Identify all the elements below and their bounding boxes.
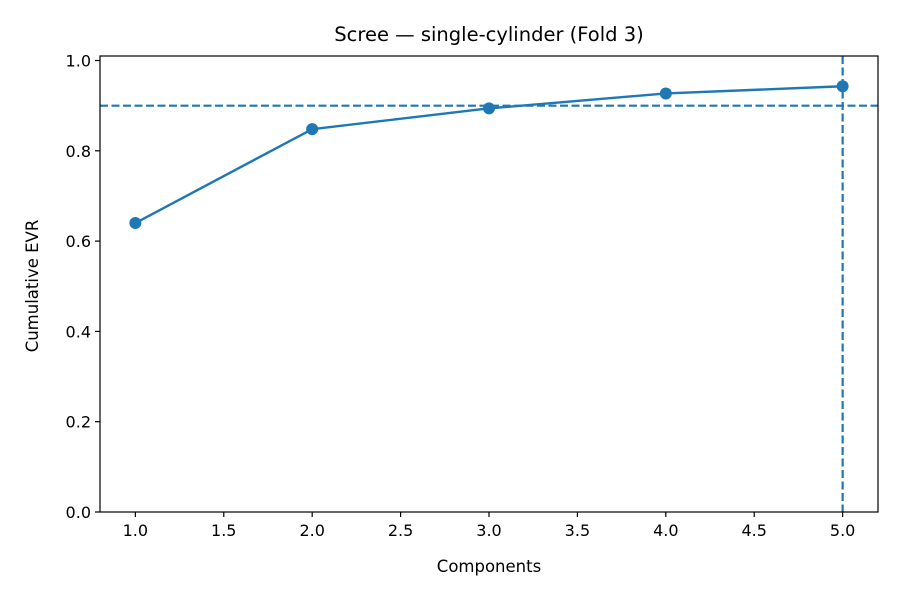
- data-point: [483, 102, 495, 115]
- chart-title: Scree — single-cylinder (Fold 3): [334, 23, 643, 46]
- y-tick-label: 0.4: [66, 322, 91, 341]
- data-point: [836, 80, 849, 93]
- x-tick-label: 2.5: [388, 521, 413, 540]
- y-tick-label: 0.2: [66, 413, 91, 432]
- x-tick-label: 3.5: [565, 521, 590, 540]
- x-axis-title: Components: [437, 557, 541, 576]
- x-tick-label: 4.0: [653, 521, 678, 540]
- y-tick-label: 0.6: [66, 232, 91, 251]
- data-point: [659, 87, 672, 100]
- x-tick-label: 1.5: [211, 521, 236, 540]
- x-tick-label: 4.5: [742, 521, 767, 540]
- plot-area: 1.0 1.5 2.0 2.5 3.0 3.5 4.0 4.5 5.0 0.0 0.2 0.4 0.6 0…: [66, 52, 879, 540]
- data-point: [129, 217, 142, 230]
- plot-contents: [100, 56, 878, 512]
- y-tick-label: 0.8: [66, 142, 91, 161]
- x-tick-label: 2.0: [299, 521, 324, 540]
- x-tick-label: 1.0: [123, 521, 148, 540]
- y-axis-title: Cumulative EVR: [23, 220, 42, 353]
- y-tick-label: 1.0: [66, 52, 91, 71]
- data-point: [306, 123, 319, 136]
- x-tick-label: 3.0: [476, 521, 501, 540]
- x-tick-label: 5.0: [830, 521, 855, 540]
- y-tick-label: 0.0: [66, 503, 91, 522]
